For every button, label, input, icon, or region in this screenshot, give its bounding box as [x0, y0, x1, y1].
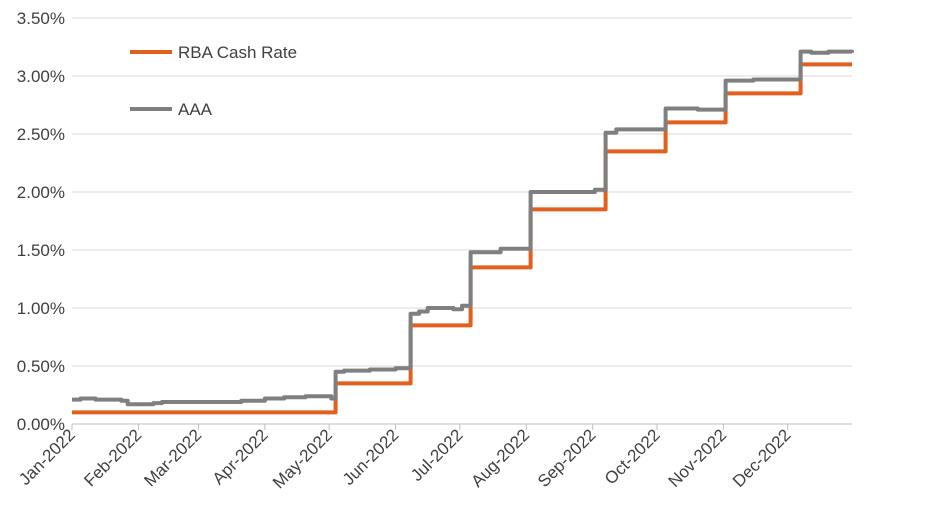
- series-lines: [72, 49, 854, 415]
- y-tick-label: 1.50%: [17, 241, 65, 260]
- y-tick-label: 2.50%: [17, 125, 65, 144]
- y-tick-label: 1.00%: [17, 299, 65, 318]
- series-line-rba-cash-rate: [72, 62, 852, 415]
- y-tick-label: 2.00%: [17, 183, 65, 202]
- y-tick-label: 0.00%: [17, 415, 65, 434]
- x-tick-label: Aug-2022: [468, 425, 534, 491]
- x-tick-label: Jun-2022: [339, 425, 403, 489]
- x-tick-label: Jul-2022: [407, 425, 467, 485]
- legend-label: RBA Cash Rate: [178, 43, 297, 62]
- x-tick-label: May-2022: [269, 425, 336, 492]
- legend: RBA Cash Rate AAA: [130, 43, 297, 119]
- legend-label: AAA: [178, 100, 213, 119]
- x-tick-label: Oct-2022: [601, 425, 664, 488]
- x-tick-label: Sep-2022: [534, 425, 600, 491]
- x-tick-label: Feb-2022: [80, 425, 145, 490]
- y-tick-label: 0.50%: [17, 357, 65, 376]
- x-tick-label: Dec-2022: [729, 425, 795, 491]
- x-tick-label: Apr-2022: [209, 425, 272, 488]
- x-tick-label: Jan-2022: [15, 425, 79, 489]
- x-tick-label: Nov-2022: [665, 425, 731, 491]
- gridlines: [72, 17, 852, 367]
- y-axis-tick-labels: 0.00% 0.50% 1.00% 1.50% 2.00% 2.50% 3.00% 3.50%: [17, 9, 65, 434]
- x-tick-label: Mar-2022: [140, 425, 205, 490]
- series-line-aaa: [72, 49, 854, 407]
- y-tick-label: 3.50%: [17, 9, 65, 28]
- y-tick-label: 3.00%: [17, 67, 65, 86]
